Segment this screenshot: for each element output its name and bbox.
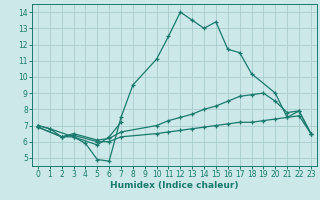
X-axis label: Humidex (Indice chaleur): Humidex (Indice chaleur) <box>110 181 239 190</box>
